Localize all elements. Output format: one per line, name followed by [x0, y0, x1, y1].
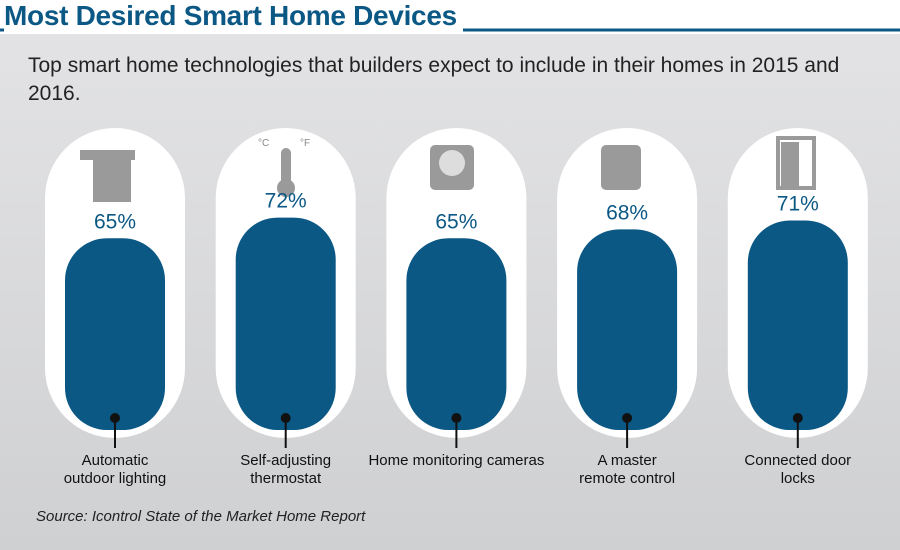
- camera-lens: [439, 150, 465, 176]
- value-label: 72%: [265, 190, 307, 213]
- lamp-icon: [93, 158, 131, 202]
- category-label: Connected door locks: [744, 452, 852, 487]
- bar: [747, 220, 848, 430]
- value-label: 71%: [777, 193, 819, 216]
- door-leaf: [781, 142, 799, 190]
- source: Source: Icontrol State of the Market Hom…: [36, 508, 366, 525]
- leader-dot: [622, 413, 633, 423]
- value-label: 65%: [435, 210, 477, 233]
- leader-dot: [110, 413, 120, 423]
- category-label: Home monitoring cameras: [368, 452, 545, 469]
- icons: [80, 136, 816, 202]
- value-label: 68%: [606, 201, 648, 224]
- category-label: A master remote control: [579, 452, 676, 487]
- title: Most Desired Smart Home Devices: [4, 0, 463, 34]
- icon-text: °F: [300, 138, 310, 149]
- value-label: 65%: [94, 210, 136, 233]
- icon-text: °C: [258, 138, 269, 149]
- category-label: Automatic outdoor lighting: [63, 452, 167, 487]
- category-label: Self-adjusting thermostat: [240, 452, 332, 487]
- leader-dot: [280, 413, 291, 423]
- lamp-icon-top: [80, 150, 135, 160]
- leader-dot: [792, 413, 803, 423]
- thermometer-bulb: [277, 179, 295, 197]
- subtitle: Top smart home technologies that builder…: [28, 54, 840, 105]
- bar: [235, 217, 336, 430]
- leader-dot: [451, 413, 462, 423]
- remote-icon: [601, 145, 641, 190]
- bar: [577, 229, 678, 430]
- thermometer-icon: [281, 148, 291, 188]
- bar: [65, 238, 165, 430]
- bar: [406, 238, 507, 430]
